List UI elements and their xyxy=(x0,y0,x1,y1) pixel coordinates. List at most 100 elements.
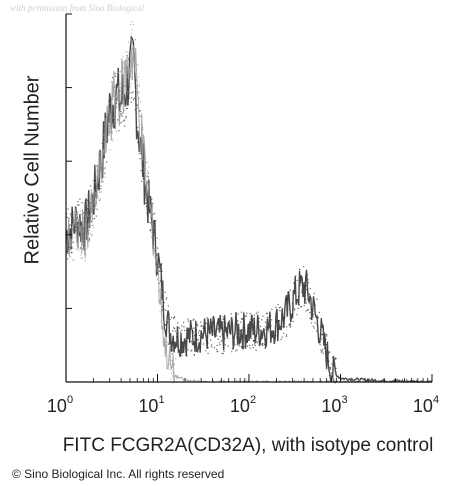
series-0-point xyxy=(275,335,277,337)
series-1-point xyxy=(102,171,104,173)
series-1-point xyxy=(145,162,147,164)
series-0-point xyxy=(313,292,315,295)
series-0-point xyxy=(325,359,327,361)
series-0-point xyxy=(216,335,218,337)
series-1-point xyxy=(81,225,83,227)
series-0-point xyxy=(149,222,151,224)
series-0-point xyxy=(254,344,256,347)
series-1-point xyxy=(159,269,161,271)
series-0-point xyxy=(193,354,195,356)
series-0-point xyxy=(126,107,129,110)
series-0-point xyxy=(192,332,194,334)
series-1-point xyxy=(113,72,115,74)
series-1-point xyxy=(77,224,79,226)
series-1-point xyxy=(170,366,172,368)
series-1-point xyxy=(84,235,86,237)
series-1-point xyxy=(85,253,87,255)
series-1-point xyxy=(155,259,157,261)
series-1-point xyxy=(124,85,126,87)
series-0-point xyxy=(90,220,92,223)
series-0-point xyxy=(77,201,79,203)
series-0-point xyxy=(159,280,162,282)
series-0-point xyxy=(227,332,229,334)
series-0-point xyxy=(226,335,228,337)
series-0-point xyxy=(179,327,181,329)
series-0-point xyxy=(216,322,218,324)
series-0-point xyxy=(223,318,225,320)
series-0-point xyxy=(239,330,241,332)
series-0-point xyxy=(109,131,111,133)
series-1-point xyxy=(92,207,94,209)
series-0-point xyxy=(241,346,243,349)
series-0-point xyxy=(157,265,159,267)
series-1-point xyxy=(148,185,150,187)
series-1-point xyxy=(146,170,149,172)
series-0-point xyxy=(139,140,141,142)
series-0-point xyxy=(181,352,183,354)
series-1-point xyxy=(158,301,160,303)
series-0-point xyxy=(269,315,271,317)
series-1-point xyxy=(121,121,123,123)
series-0-point xyxy=(264,347,266,349)
series-0-point xyxy=(197,324,199,327)
series-1-point xyxy=(148,166,150,168)
series-1-point xyxy=(122,115,124,117)
series-1-point xyxy=(175,358,177,360)
series-0-point xyxy=(125,117,127,119)
series-0-point xyxy=(120,113,122,115)
series-0-point xyxy=(331,357,334,359)
series-0-point xyxy=(237,313,239,315)
series-0-point xyxy=(320,338,322,340)
series-0-point xyxy=(213,334,215,336)
series-1-point xyxy=(89,233,92,235)
series-1-point xyxy=(170,378,172,380)
series-0-point xyxy=(280,338,282,340)
series-0-point xyxy=(224,337,226,340)
series-0-point xyxy=(292,308,294,310)
series-0-point xyxy=(79,198,81,200)
series-0-point xyxy=(321,334,323,336)
series-1-point xyxy=(90,195,92,197)
series-0-point xyxy=(131,97,133,99)
series-0-point xyxy=(125,66,127,68)
series-1-point xyxy=(72,259,74,261)
series-0-point xyxy=(138,153,140,155)
series-0-point xyxy=(146,195,148,198)
series-0-point xyxy=(166,322,168,324)
series-0-point xyxy=(288,323,291,325)
series-1-point xyxy=(120,113,122,116)
series-1-point xyxy=(126,93,128,95)
series-0-point xyxy=(309,312,311,314)
series-1-point xyxy=(93,193,95,195)
series-0-point xyxy=(325,344,327,346)
series-0-point xyxy=(211,321,213,323)
series-0-point xyxy=(261,343,263,345)
series-0-point xyxy=(156,263,158,265)
series-0-point xyxy=(191,349,193,351)
series-1-point xyxy=(150,222,152,224)
series-1-point xyxy=(77,242,79,244)
series-0-point xyxy=(249,344,251,347)
series-1-point xyxy=(95,202,97,204)
series-0-point xyxy=(252,340,254,342)
series-0-point xyxy=(224,344,227,346)
series-1-point xyxy=(129,24,132,26)
series-1-point xyxy=(169,356,171,358)
series-1-point xyxy=(136,107,138,109)
series-0-point xyxy=(304,291,306,294)
series-0-point xyxy=(264,321,267,323)
series-0-point xyxy=(108,119,110,121)
series-0-point xyxy=(258,321,260,323)
series-1-point xyxy=(103,168,105,170)
series-0-point xyxy=(197,339,199,341)
series-0-point xyxy=(265,326,267,328)
series-0-point xyxy=(161,270,163,272)
series-0-point xyxy=(333,360,335,362)
series-0-point xyxy=(255,312,257,314)
series-0-point xyxy=(181,329,183,332)
series-0-point xyxy=(255,349,257,351)
series-0-point xyxy=(128,59,130,61)
series-0-point xyxy=(184,329,186,332)
series-0-point xyxy=(279,310,281,312)
series-0-point xyxy=(217,328,219,330)
